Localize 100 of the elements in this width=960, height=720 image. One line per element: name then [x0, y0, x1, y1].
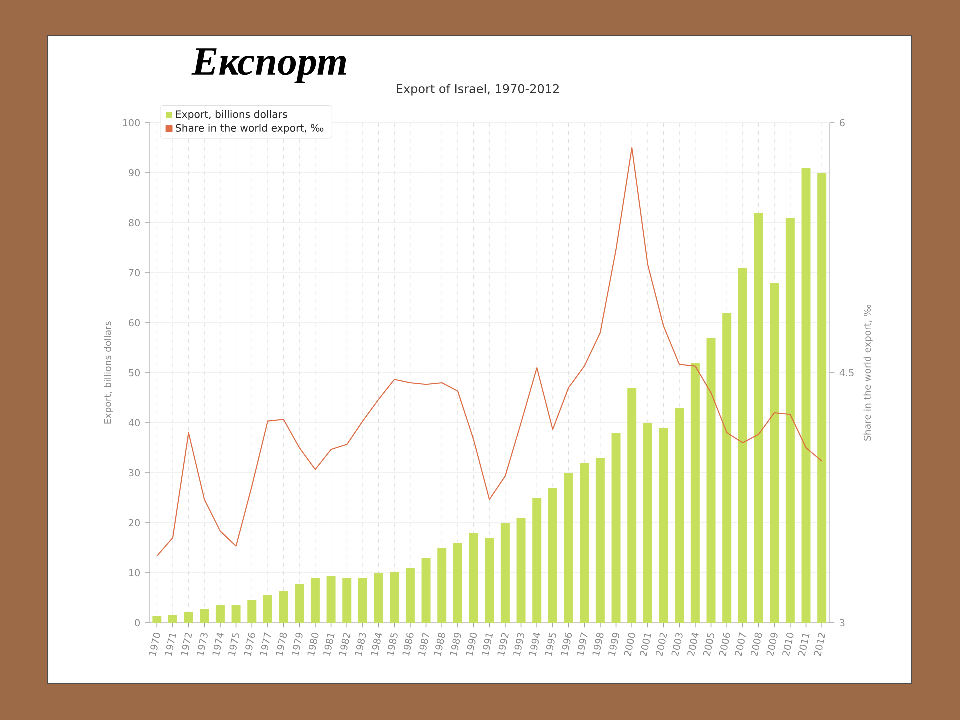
- bar: [643, 422, 652, 623]
- bar: [342, 578, 352, 623]
- y-tick-label: 50: [129, 369, 140, 377]
- bar: [422, 558, 431, 623]
- x-tick-label: 1987: [418, 632, 430, 656]
- x-tick-label: 2012: [814, 633, 826, 656]
- y2-tick-label: 6: [840, 119, 845, 127]
- bar: [612, 432, 621, 623]
- x-tick-label: 1981: [324, 634, 335, 656]
- bar: [200, 608, 210, 623]
- legend-label: Export, billions dollars: [176, 110, 288, 120]
- bar: [263, 595, 272, 623]
- x-tick-label: 2002: [656, 633, 668, 656]
- x-tick-label: 1996: [561, 632, 572, 656]
- y-tick-label: 20: [129, 519, 140, 527]
- y-tick-label: 100: [123, 119, 140, 127]
- x-tick-label: 1997: [576, 632, 588, 656]
- bar: [406, 568, 415, 623]
- bar: [358, 578, 368, 623]
- bar: [216, 605, 225, 623]
- bar: [500, 522, 510, 623]
- bar: [279, 590, 288, 623]
- x-tick-label: 1982: [339, 633, 351, 656]
- x-tick-label: 2000: [624, 632, 636, 656]
- bar: [374, 573, 384, 623]
- y2-tick-label: 3: [840, 619, 845, 627]
- bar: [326, 576, 336, 623]
- bar: [675, 408, 684, 623]
- x-tick-label: 1979: [292, 633, 303, 656]
- x-tick-label: 1994: [529, 633, 541, 656]
- y-tick-label: 70: [129, 269, 140, 277]
- x-tick-label: 1974: [212, 633, 224, 656]
- bar: [706, 338, 716, 623]
- x-tick-label: 1976: [244, 632, 256, 656]
- x-tick-label: 1999: [608, 633, 620, 656]
- y-axis-title: Export, billions dollars: [104, 322, 114, 424]
- x-tick-label: 1970: [150, 632, 160, 656]
- x-tick-label: 1972: [181, 633, 192, 656]
- bar: [754, 212, 764, 623]
- x-tick-label: 1983: [355, 633, 366, 656]
- bar: [310, 578, 320, 623]
- x-tick-label: 1986: [402, 632, 414, 656]
- bar: [580, 462, 590, 623]
- bar: [469, 532, 478, 623]
- bar: [722, 312, 732, 623]
- y2-axis-title: Share in the world export, ‰: [864, 304, 873, 441]
- bar: [184, 612, 194, 623]
- line-series: [156, 147, 823, 557]
- x-tick-label: 1980: [308, 632, 319, 656]
- bar: [786, 218, 795, 623]
- x-tick-label: 1990: [466, 632, 478, 656]
- x-tick-label: 1975: [228, 633, 240, 656]
- y-tick-label: 30: [129, 469, 140, 477]
- y2-tick-label: 4.5: [840, 369, 854, 377]
- y-tick-label: 80: [129, 219, 140, 227]
- bar: [248, 600, 257, 623]
- chart-subtitle: Export of Israel, 1970-2012: [397, 84, 559, 96]
- bar: [802, 168, 811, 623]
- x-tick-label: 2011: [798, 634, 810, 656]
- legend-label: Share in the world export, ‰: [176, 124, 324, 134]
- bar: [628, 388, 637, 623]
- x-tick-label: 1985: [386, 633, 398, 656]
- bar: [516, 518, 526, 623]
- x-tick-label: 2009: [766, 633, 778, 656]
- bar: [770, 282, 780, 623]
- x-tick-label: 1998: [592, 632, 604, 656]
- x-tick-label: 2003: [672, 633, 683, 656]
- bar: [818, 172, 827, 623]
- x-tick-label: 1988: [434, 632, 446, 656]
- x-tick-label: 2010: [782, 632, 794, 656]
- x-tick-label: 1992: [498, 633, 509, 656]
- chart-title: Експорт: [192, 48, 346, 84]
- bar: [168, 614, 178, 623]
- bar: [152, 616, 162, 623]
- bar: [438, 548, 447, 623]
- y-tick-label: 90: [129, 169, 140, 177]
- x-tick-label: 1978: [276, 632, 288, 656]
- bar: [485, 538, 494, 623]
- x-tick-label: 1995: [545, 633, 556, 656]
- x-tick-label: 2006: [719, 632, 730, 656]
- y-tick-label: 10: [129, 569, 140, 577]
- bar: [659, 428, 668, 623]
- x-tick-label: 2001: [640, 634, 652, 656]
- bar: [548, 488, 558, 623]
- bar: [690, 362, 700, 623]
- bar: [564, 472, 574, 623]
- x-tick-label: 2008: [750, 632, 762, 656]
- y-tick-label: 40: [128, 419, 140, 427]
- bar: [738, 268, 748, 623]
- x-tick-label: 1989: [450, 633, 462, 656]
- bar: [232, 604, 241, 623]
- y-tick-label: 0: [135, 619, 140, 627]
- bar: [453, 542, 462, 623]
- y-tick-label: 60: [129, 319, 140, 327]
- bar: [390, 572, 400, 623]
- x-tick-label: 1984: [371, 633, 382, 656]
- x-tick-label: 1971: [165, 634, 177, 656]
- bar: [596, 458, 605, 623]
- bar: [532, 498, 542, 623]
- x-tick-label: 2004: [688, 633, 699, 656]
